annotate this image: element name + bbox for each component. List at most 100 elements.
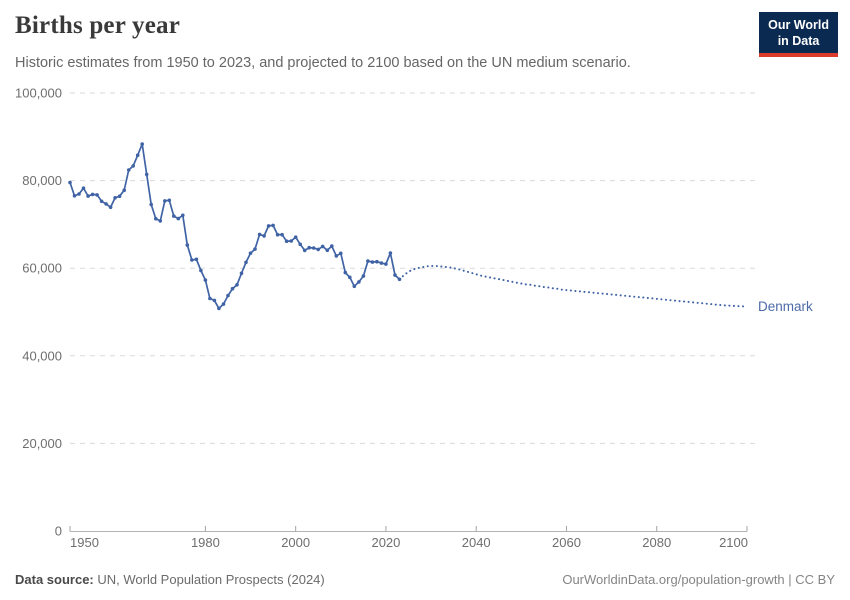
data-point-marker: [149, 202, 153, 207]
data-point-marker: [126, 168, 131, 172]
data-point-marker: [275, 232, 280, 237]
x-axis-tick-label: 1950: [70, 535, 99, 550]
data-point-marker: [81, 186, 86, 190]
y-axis-tick-label: 40,000: [22, 348, 62, 363]
data-point-marker: [77, 192, 81, 196]
data-point-marker: [158, 219, 163, 223]
data-point-marker: [194, 257, 199, 262]
x-axis-tick-label: 2000: [281, 535, 310, 550]
y-axis-tick-label: 60,000: [22, 261, 62, 276]
x-axis-tick-label: 2080: [642, 535, 671, 550]
y-axis-tick-label: 100,000: [15, 86, 62, 101]
data-point-marker: [72, 194, 77, 198]
data-point-marker: [167, 198, 172, 203]
data-source-text: UN, World Population Prospects (2024): [93, 572, 325, 587]
data-point-marker: [334, 254, 339, 258]
data-source-label: Data source:: [15, 572, 94, 587]
data-point-marker: [131, 164, 135, 168]
data-point-marker: [357, 280, 361, 284]
y-axis-tick-label: 20,000: [22, 436, 62, 451]
data-point-marker: [266, 224, 271, 228]
data-point-marker: [348, 275, 352, 280]
data-point-marker: [99, 199, 104, 204]
data-point-marker: [339, 251, 343, 256]
data-point-marker: [325, 248, 330, 253]
data-point-marker: [185, 243, 190, 247]
x-axis-tick-label: 2020: [371, 535, 400, 550]
data-point-marker: [230, 286, 235, 291]
x-axis-tick-label: 1980: [191, 535, 220, 550]
data-point-marker: [135, 153, 140, 157]
x-axis-tick-label: 2040: [462, 535, 491, 550]
data-point-marker: [172, 214, 176, 218]
chart-subtitle: Historic estimates from 1950 to 2023, an…: [15, 55, 631, 71]
data-point-marker: [302, 248, 307, 253]
data-point-marker: [104, 202, 108, 206]
data-point-marker: [393, 273, 397, 277]
owid-citation-link[interactable]: OurWorldinData.org/population-growth | C…: [562, 572, 835, 587]
data-point-marker: [352, 284, 357, 289]
data-point-marker: [203, 278, 208, 282]
data-point-marker: [212, 298, 217, 303]
data-point-marker: [375, 259, 379, 264]
data-point-marker: [90, 192, 95, 197]
data-point-marker: [95, 193, 99, 197]
data-point-marker: [181, 213, 185, 218]
x-axis-tick-label: 2060: [552, 535, 581, 550]
data-point-marker: [154, 216, 158, 221]
data-point-marker: [388, 251, 393, 255]
data-point-marker: [253, 247, 257, 251]
data-point-marker: [366, 259, 370, 263]
data-point-marker: [226, 293, 230, 298]
data-point-marker: [316, 247, 321, 252]
data-point-marker: [330, 244, 334, 248]
data-point-marker: [384, 262, 388, 266]
owid-logo-line1: Our World: [768, 18, 829, 32]
data-point-marker: [122, 188, 126, 192]
data-source-note: Data source: UN, World Population Prospe…: [15, 572, 325, 587]
data-point-marker: [361, 274, 366, 278]
data-point-marker: [117, 194, 122, 198]
data-point-marker: [320, 244, 325, 249]
data-point-marker: [68, 180, 72, 185]
data-point-marker: [280, 232, 284, 237]
data-point-marker: [284, 239, 289, 243]
data-point-marker: [311, 246, 316, 250]
data-point-marker: [217, 306, 221, 311]
data-point-marker: [307, 245, 312, 250]
data-point-marker: [144, 172, 149, 177]
data-point-marker: [113, 196, 117, 200]
data-point-marker: [257, 232, 262, 237]
data-point-marker: [298, 242, 303, 247]
y-axis-tick-label: 80,000: [22, 173, 62, 188]
x-axis-tick-label: 2100: [719, 535, 748, 550]
data-point-marker: [244, 260, 248, 265]
data-point-marker: [370, 260, 375, 264]
owid-logo-line2: in Data: [777, 34, 820, 49]
data-point-marker: [239, 271, 244, 276]
data-point-marker: [190, 258, 194, 262]
data-point-marker: [248, 251, 253, 255]
data-point-marker: [235, 283, 239, 287]
data-point-marker: [379, 261, 384, 265]
data-point-marker: [163, 199, 167, 203]
data-point-marker: [289, 239, 294, 243]
data-point-marker: [208, 296, 212, 301]
chart-title: Births per year: [15, 12, 181, 39]
data-point-marker: [343, 270, 348, 275]
data-point-marker: [199, 268, 203, 273]
historic-line: [69, 143, 401, 310]
chart-footer: Data source: UN, World Population Prospe…: [15, 572, 835, 587]
data-point-marker: [262, 234, 266, 238]
y-axis-tick-label: 0: [55, 524, 62, 539]
entity-label-denmark[interactable]: Denmark: [758, 299, 813, 314]
data-point-marker: [293, 235, 298, 239]
data-point-marker: [140, 142, 144, 146]
data-point-marker: [221, 302, 226, 306]
data-point-marker: [86, 194, 90, 198]
births-line-chart[interactable]: 0 20,000 40,000 60,000 80,000 100,000 1950 1980…: [0, 0, 850, 560]
data-point-marker: [176, 216, 181, 221]
data-point-marker: [108, 205, 113, 209]
owid-logo[interactable]: Our World in Data: [759, 12, 838, 57]
